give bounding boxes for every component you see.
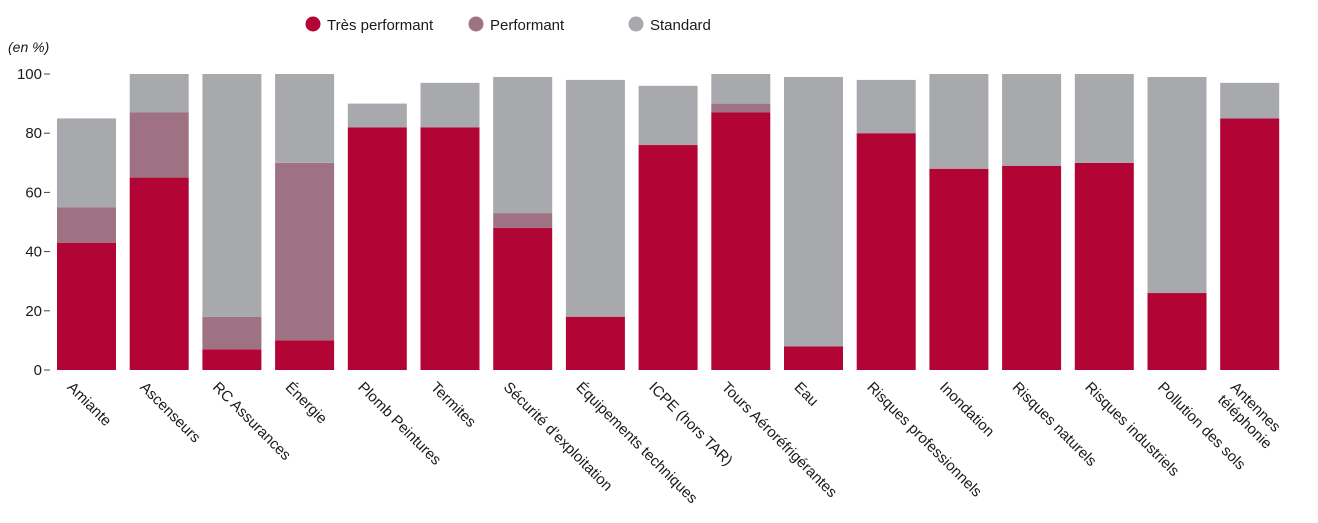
bar-14-series-2 xyxy=(1074,74,1134,163)
bar-4-series-0 xyxy=(347,127,407,370)
bar-2-series-1 xyxy=(202,316,262,350)
bar-2-series-0 xyxy=(202,349,262,370)
bar-1-series-2 xyxy=(129,74,189,113)
bar-stack-0 xyxy=(57,118,116,370)
bar-10-series-2 xyxy=(784,76,843,347)
bar-6-series-2 xyxy=(493,76,553,214)
bar-6-series-1 xyxy=(493,213,553,228)
x-tick-label-line: Ascenseurs xyxy=(136,379,203,446)
bar-9-series-2 xyxy=(711,74,771,104)
bar-0-series-0 xyxy=(57,242,116,370)
bar-3-series-1 xyxy=(275,162,335,341)
bar-9-series-0 xyxy=(711,112,771,370)
x-tick-label-line: Équipements techniques xyxy=(573,379,701,507)
bar-13-series-2 xyxy=(1002,74,1062,166)
y-tick-label-80: 80 xyxy=(25,125,42,142)
bar-6-series-0 xyxy=(493,227,553,370)
legend-swatch-2 xyxy=(628,16,644,32)
bar-16-series-2 xyxy=(1220,82,1280,119)
bar-13-series-0 xyxy=(1002,165,1062,370)
legend-swatch-0 xyxy=(305,16,321,32)
legend-item-1: Performant xyxy=(468,16,565,34)
bar-stack-12 xyxy=(929,74,989,370)
bar-7-series-2 xyxy=(565,79,625,317)
bar-3-series-0 xyxy=(275,340,335,370)
y-tick-label-100: 100 xyxy=(17,66,42,83)
y-tick-label-20: 20 xyxy=(25,303,42,320)
bar-8-series-0 xyxy=(638,145,698,370)
x-tick-label-2: RC Assurances xyxy=(209,379,294,464)
bar-14-series-0 xyxy=(1074,162,1134,370)
bar-stack-3 xyxy=(275,74,335,370)
legend-item-2: Standard xyxy=(628,16,711,34)
x-tick-label-line: Inondation xyxy=(936,379,998,441)
legend-swatch-1 xyxy=(468,16,484,32)
y-tick-label-0: 0 xyxy=(34,362,42,379)
bar-5-series-2 xyxy=(420,82,480,128)
bar-stack-8 xyxy=(638,85,698,370)
bar-12-series-0 xyxy=(929,168,989,370)
bar-8-series-2 xyxy=(638,85,698,146)
bar-stack-13 xyxy=(1002,74,1062,370)
legend-item-0: Très performant xyxy=(305,16,434,34)
x-tick-label-line: Énergie xyxy=(282,379,331,428)
bar-stack-1 xyxy=(129,74,189,370)
bar-15-series-2 xyxy=(1147,76,1207,294)
bar-stack-7 xyxy=(565,79,625,370)
bar-2-series-2 xyxy=(202,74,262,317)
bar-stack-10 xyxy=(784,76,843,370)
bar-0-series-1 xyxy=(57,207,116,243)
x-tick-label-10: Eau xyxy=(791,379,822,410)
y-axis-unit-label: (en %) xyxy=(8,39,49,55)
bar-stack-2 xyxy=(202,74,262,370)
legend-label-0: Très performant xyxy=(327,17,434,34)
x-tick-label-5: Termites xyxy=(427,379,479,431)
bar-1-series-0 xyxy=(129,177,189,370)
bar-4-series-2 xyxy=(347,103,407,128)
bar-0-series-2 xyxy=(57,118,116,208)
bar-16-series-0 xyxy=(1220,118,1280,371)
bar-11-series-0 xyxy=(856,133,916,370)
x-tick-label-7: Équipements techniques xyxy=(573,379,701,507)
bar-11-series-2 xyxy=(856,79,916,134)
bars xyxy=(57,74,1280,371)
bar-stack-16 xyxy=(1220,82,1280,371)
y-axis-ticks: 0 20 40 60 80 100 xyxy=(17,66,50,379)
bar-stack-14 xyxy=(1074,74,1134,370)
x-tick-label-1: Ascenseurs xyxy=(136,379,203,446)
legend-label-2: Standard xyxy=(650,17,711,34)
bar-7-series-0 xyxy=(565,316,625,370)
bar-stack-15 xyxy=(1147,76,1207,370)
legend-label-1: Performant xyxy=(490,17,565,34)
bar-10-series-0 xyxy=(784,346,843,370)
bar-stack-4 xyxy=(347,103,407,370)
bar-stack-5 xyxy=(420,82,480,370)
x-tick-label-3: Énergie xyxy=(282,379,331,428)
y-tick-label-40: 40 xyxy=(25,244,42,261)
x-tick-label-line: Eau xyxy=(791,379,822,410)
bar-stack-11 xyxy=(856,79,916,370)
x-tick-label-12: Inondation xyxy=(936,379,998,441)
bar-stack-6 xyxy=(493,76,553,370)
bar-12-series-2 xyxy=(929,74,989,169)
bar-9-series-1 xyxy=(711,103,771,113)
bar-5-series-0 xyxy=(420,127,480,370)
x-tick-label-line: Termites xyxy=(427,379,479,431)
bar-1-series-1 xyxy=(129,112,189,178)
x-tick-label-line: Amiante xyxy=(64,379,115,430)
x-tick-label-line: RC Assurances xyxy=(209,379,294,464)
y-tick-label-60: 60 xyxy=(25,184,42,201)
x-tick-label-0: Amiante xyxy=(64,379,115,430)
bar-15-series-0 xyxy=(1147,293,1207,370)
legend: Très performant Performant Standard xyxy=(305,16,711,34)
bar-stack-9 xyxy=(711,74,771,370)
bar-3-series-2 xyxy=(275,74,335,163)
